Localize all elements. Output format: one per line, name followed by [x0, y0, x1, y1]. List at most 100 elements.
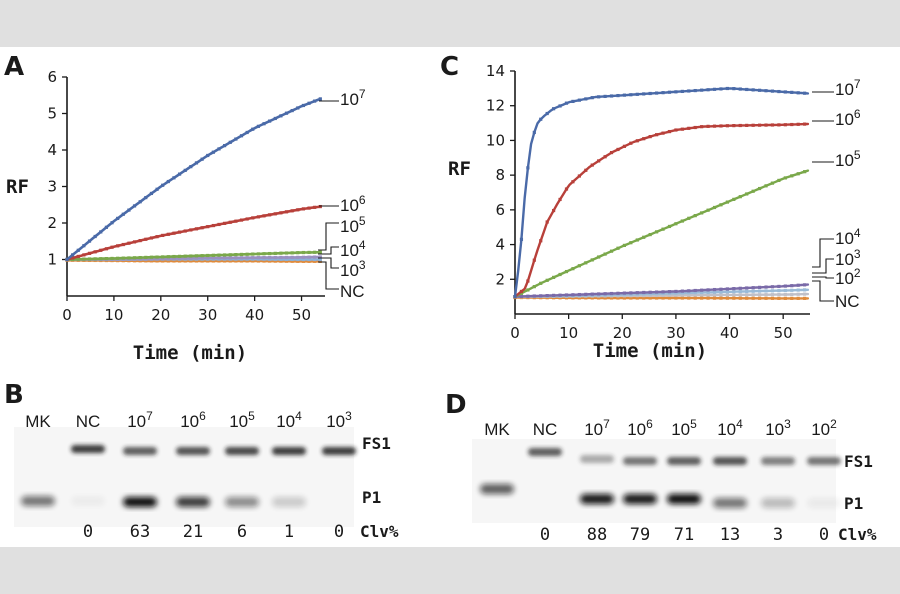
chart-c-point	[577, 174, 581, 178]
chart-a-point	[273, 212, 277, 216]
chart-c-point	[687, 216, 691, 220]
chart-a-point	[172, 231, 176, 235]
chart-c-ytick-label: 6	[495, 201, 505, 219]
gel-d-lane-header: 107	[584, 417, 610, 439]
chart-c-point	[571, 180, 575, 184]
chart-c-point	[655, 91, 659, 95]
chart-c-point	[751, 296, 755, 300]
chart-a-point	[307, 250, 311, 255]
chart-a-point	[76, 248, 80, 252]
chart-c-series-markers	[513, 86, 807, 299]
chart-c-point	[629, 296, 633, 300]
gel-d-band-lower	[580, 494, 614, 504]
chart-c-point	[764, 184, 768, 188]
chart-a-point	[307, 257, 311, 262]
chart-c-point	[616, 291, 620, 295]
chart-c-point	[687, 291, 691, 295]
gel-d-band-p1: P1	[844, 494, 863, 513]
chart-a-point	[301, 259, 306, 263]
chart-a-point	[313, 259, 317, 263]
chart-c-point	[590, 258, 594, 262]
chart-a-point	[127, 241, 131, 245]
chart-a-point	[149, 255, 154, 259]
chart-c-point	[764, 296, 768, 300]
chart-c-point	[719, 293, 723, 297]
chart-a-ytick-label: 5	[47, 105, 57, 123]
chart-a-point	[183, 259, 187, 263]
gel-d-cleavage-value: 0	[540, 525, 550, 545]
chart-a-point	[172, 176, 176, 180]
chart-c-point	[603, 292, 607, 296]
chart-c-point	[770, 285, 775, 289]
chart-a-point	[183, 254, 187, 258]
chart-c-point	[796, 283, 800, 287]
chart-a-point	[121, 256, 125, 260]
chart-a-point	[206, 225, 210, 229]
chart-c-series-label: 107	[835, 77, 861, 99]
chart-a-point	[239, 218, 244, 222]
chart-c-point	[571, 293, 575, 297]
gel-b-bands	[21, 445, 356, 507]
chart-c-point	[783, 284, 787, 288]
chart-c-point	[661, 293, 665, 297]
chart-c-series-line	[513, 169, 810, 298]
chart-c-point	[732, 87, 736, 91]
chart-c-xtick-label: 50	[774, 324, 793, 342]
gel-b-lane-header: 103	[326, 409, 352, 431]
chart-c-point	[603, 252, 607, 256]
chart-c-point	[700, 211, 704, 215]
chart-c-point	[764, 89, 768, 93]
chart-c-point	[629, 241, 633, 245]
chart-a-point	[262, 257, 266, 261]
chart-c-ytick-label: 4	[495, 236, 505, 254]
chart-c-point	[706, 288, 710, 292]
chart-c-series-label: 105	[835, 148, 861, 170]
chart-a-point	[206, 253, 210, 258]
chart-c-series	[513, 86, 810, 300]
chart-c-point	[770, 89, 775, 93]
chart-c-point	[552, 275, 556, 280]
chart-c-point	[577, 264, 581, 268]
chart-a-point	[200, 256, 204, 260]
gel-d-lane-header: 102	[811, 417, 837, 439]
chart-a-ytick-label: 1	[47, 251, 57, 269]
chart-c-point	[616, 147, 620, 152]
gel-d-cleavage-value: 0	[819, 525, 829, 545]
chart-c-point	[539, 294, 543, 298]
chart-a-point	[217, 147, 221, 151]
chart-c-series-label: NC	[835, 292, 860, 311]
chart-a-point	[251, 252, 255, 256]
chart-a-point	[318, 204, 322, 209]
chart-c-xtick-label: 40	[720, 324, 739, 342]
gel-b-clv-label: Clv%	[360, 522, 399, 541]
chart-c-point	[732, 197, 736, 201]
chart-c-point	[655, 296, 659, 300]
gel-d-band-upper	[623, 457, 657, 465]
chart-c-point	[700, 88, 704, 92]
chart-a-point	[284, 259, 289, 263]
chart-a-point	[127, 256, 131, 260]
gel-d-band-lower	[623, 494, 657, 504]
chart-a-point	[127, 208, 131, 212]
chart-c-point	[622, 144, 627, 148]
chart-c-point	[661, 131, 665, 135]
chart-a-xtick-label: 0	[62, 306, 72, 324]
chart-c-point	[745, 192, 749, 196]
chart-a-point	[262, 214, 266, 218]
chart-c-point	[783, 288, 787, 293]
chart-a-point	[273, 251, 277, 255]
chart-c-point	[719, 203, 723, 207]
chart-c-point	[571, 296, 575, 300]
chart-a-point	[183, 168, 187, 172]
chart-c-point	[732, 296, 736, 300]
chart-c-point	[770, 123, 775, 127]
chart-a-point	[166, 257, 170, 261]
chart-a-point	[296, 259, 300, 263]
chart-c-point	[616, 93, 620, 98]
chart-c-point	[545, 278, 549, 282]
gel-b-cleavage-value: 21	[183, 522, 203, 542]
chart-a-point	[211, 259, 215, 263]
chart-c-point	[796, 292, 800, 296]
chart-a-point	[217, 256, 221, 260]
gel-d-band-lower	[807, 498, 841, 508]
